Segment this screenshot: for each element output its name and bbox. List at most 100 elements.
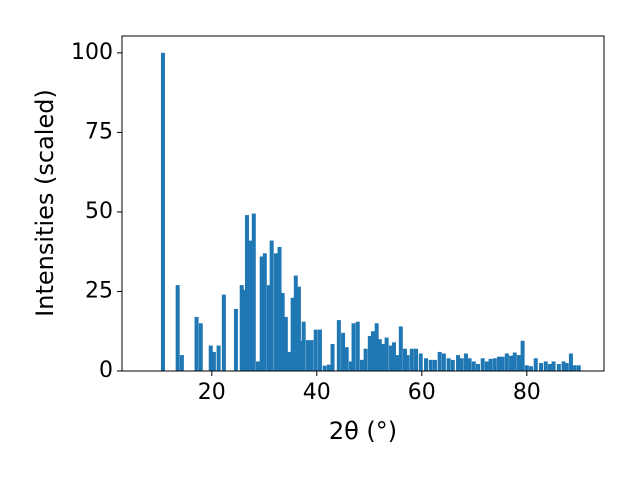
bar	[441, 353, 446, 371]
bar	[561, 361, 566, 371]
x-tick-label: 40	[303, 380, 331, 405]
bar	[467, 358, 472, 371]
y-axis-label: Intensities (scaled)	[31, 89, 59, 317]
bar	[370, 331, 375, 371]
bar	[208, 345, 213, 371]
bar	[377, 339, 382, 371]
bar	[480, 358, 485, 371]
bar	[175, 285, 180, 371]
bar	[241, 289, 246, 371]
bar	[516, 355, 521, 371]
bar	[384, 337, 389, 371]
bar	[326, 364, 331, 371]
y-tick-label: 100	[71, 40, 113, 65]
x-tick-label: 20	[198, 380, 226, 405]
bar	[216, 345, 221, 371]
y-tick-label: 75	[85, 119, 113, 144]
bar	[547, 364, 552, 371]
bar	[456, 355, 461, 371]
bar	[405, 355, 410, 371]
bar	[296, 286, 301, 371]
bar	[355, 321, 360, 371]
bar	[221, 294, 226, 371]
bar	[564, 363, 569, 371]
plot-frame	[121, 35, 605, 372]
bar	[500, 356, 505, 371]
bar	[348, 361, 353, 371]
bar	[512, 352, 517, 371]
bar	[529, 366, 534, 371]
bar	[244, 215, 249, 371]
bar	[538, 363, 543, 371]
bar	[446, 358, 451, 371]
bar	[488, 358, 493, 371]
bar	[533, 358, 538, 371]
bar	[299, 340, 304, 371]
bar	[520, 340, 525, 371]
y-tick-label: 25	[85, 278, 113, 303]
bar	[198, 323, 203, 371]
bar	[301, 321, 306, 371]
x-tick-label: 80	[513, 380, 541, 405]
bar	[351, 323, 356, 371]
bar	[330, 343, 335, 371]
bar	[509, 355, 514, 371]
bar	[418, 353, 423, 371]
bar	[484, 361, 489, 371]
bar	[380, 343, 385, 371]
bar	[398, 326, 403, 371]
bar	[492, 358, 497, 371]
bar	[414, 348, 419, 371]
bar	[286, 351, 291, 371]
bar	[543, 361, 548, 371]
bar	[248, 240, 253, 371]
bar	[344, 347, 349, 371]
bar	[388, 345, 393, 371]
bar	[556, 364, 561, 371]
x-tick-label: 60	[408, 380, 436, 405]
bar	[283, 316, 288, 371]
bar	[359, 359, 364, 371]
bar	[336, 320, 341, 371]
bar	[305, 340, 310, 371]
bar	[277, 246, 282, 371]
bar	[475, 364, 480, 371]
x-axis-label: 2θ (°)	[329, 417, 397, 445]
bar	[391, 342, 396, 371]
bar	[568, 353, 573, 371]
bar	[239, 285, 244, 371]
bar	[211, 351, 216, 371]
bar	[233, 308, 238, 371]
bar	[424, 358, 429, 371]
bar	[551, 361, 556, 371]
bar	[267, 285, 272, 371]
bar	[259, 256, 264, 371]
bar	[463, 353, 468, 371]
bar	[409, 348, 414, 371]
bar	[317, 329, 322, 371]
bar	[374, 323, 379, 371]
bar	[395, 355, 400, 371]
bar	[341, 332, 346, 371]
bar	[313, 329, 318, 371]
bar	[280, 293, 285, 371]
bar	[471, 361, 476, 371]
bar	[293, 275, 298, 371]
bar	[363, 348, 368, 371]
bar	[269, 240, 274, 371]
bar	[322, 365, 327, 371]
bar	[251, 213, 256, 371]
bar	[576, 365, 581, 371]
bar	[504, 353, 509, 371]
bar	[367, 336, 372, 371]
bar	[496, 356, 501, 371]
y-tick-label: 0	[99, 358, 113, 383]
bar	[255, 361, 260, 371]
y-tick-label: 50	[85, 199, 113, 224]
bar	[524, 365, 529, 371]
bar	[403, 348, 408, 371]
bar	[428, 359, 433, 371]
bar	[160, 52, 165, 371]
bar	[179, 355, 184, 371]
